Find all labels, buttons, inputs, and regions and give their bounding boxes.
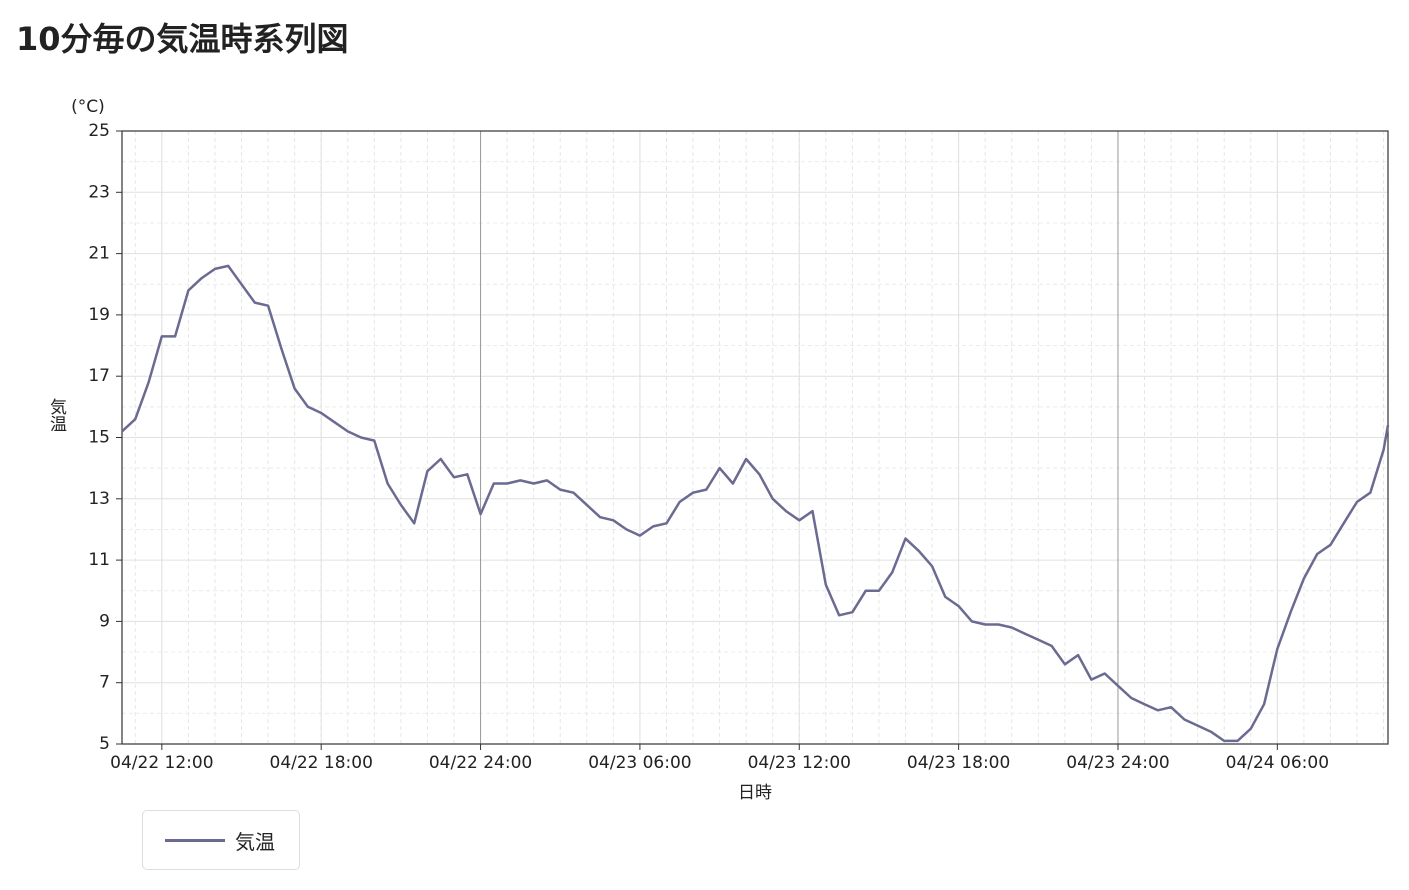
y-tick-label: 15 xyxy=(88,428,110,448)
y-axis-label: 気温 xyxy=(46,398,66,432)
x-tick-label: 04/22 18:00 xyxy=(270,753,373,773)
x-tick-label: 04/23 24:00 xyxy=(1066,753,1169,773)
x-tick-label: 04/22 24:00 xyxy=(429,753,532,773)
x-tick-label: 04/23 12:00 xyxy=(748,753,851,773)
data-line xyxy=(121,264,1390,743)
y-tick-label: 11 xyxy=(88,550,110,570)
y-tick-label: 13 xyxy=(88,489,110,509)
legend: 気温 xyxy=(142,810,300,870)
chart-title: 10分毎の気温時系列図 xyxy=(16,20,349,58)
x-tick-label: 04/22 12:00 xyxy=(110,753,213,773)
y-tick-label: 7 xyxy=(99,673,110,693)
plot-frame xyxy=(121,130,1389,745)
y-tick-label: 5 xyxy=(99,734,110,754)
y-tick-label: 19 xyxy=(88,305,110,325)
legend-swatch xyxy=(165,838,225,842)
y-tick-label: 21 xyxy=(88,244,110,264)
y-tick-label: 9 xyxy=(99,611,110,631)
y-tick-label: 23 xyxy=(88,182,110,202)
x-tick-label: 04/24 06:00 xyxy=(1226,753,1329,773)
x-axis-label: 日時 xyxy=(738,783,772,803)
y-tick-label: 25 xyxy=(88,121,110,141)
x-tick-label: 04/23 18:00 xyxy=(907,753,1010,773)
y-tick-label: 17 xyxy=(88,366,110,386)
legend-label: 気温 xyxy=(235,829,275,854)
x-tick-label: 04/23 06:00 xyxy=(588,753,691,773)
y-unit: (°C) xyxy=(71,97,105,117)
